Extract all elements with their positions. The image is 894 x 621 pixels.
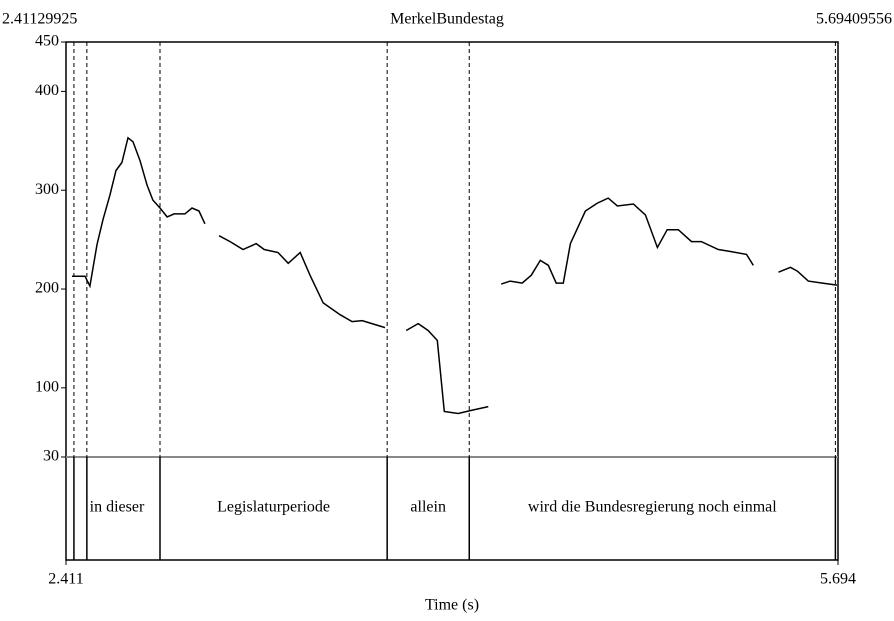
x-axis-label: Time (s)	[425, 597, 479, 614]
frame	[65, 41, 839, 561]
y-tick-label: 200	[35, 280, 59, 297]
x-tick-label: 5.694	[820, 571, 856, 588]
start-time: 2.41129925	[2, 11, 77, 28]
y-tick-label: 30	[43, 448, 59, 465]
y-tick-label: 300	[35, 181, 59, 198]
y-tick-label: 450	[35, 33, 59, 50]
end-time: 5.69409556	[816, 11, 892, 28]
y-tick-label: 100	[35, 379, 59, 396]
interval-label: in dieser	[90, 499, 145, 516]
interval-label: allein	[410, 499, 446, 516]
chart-title: MerkelBundestag	[390, 11, 504, 28]
interval-label: Legislaturperiode	[217, 499, 330, 516]
x-tick-label: 2.411	[48, 571, 83, 588]
pitch-contour	[72, 136, 838, 415]
interval-label: wird die Bundesregierung noch einmal	[528, 499, 777, 516]
y-tick-label: 400	[35, 82, 59, 99]
